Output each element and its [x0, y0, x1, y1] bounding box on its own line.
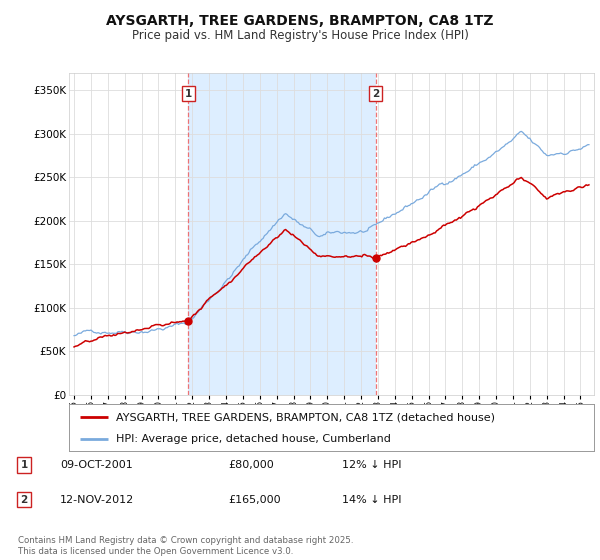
Text: HPI: Average price, detached house, Cumberland: HPI: Average price, detached house, Cumb…	[116, 434, 391, 444]
Text: £165,000: £165,000	[228, 494, 281, 505]
Text: 1: 1	[185, 88, 192, 99]
Text: AYSGARTH, TREE GARDENS, BRAMPTON, CA8 1TZ (detached house): AYSGARTH, TREE GARDENS, BRAMPTON, CA8 1T…	[116, 412, 495, 422]
Text: 1: 1	[20, 460, 28, 470]
Bar	[188, 73, 376, 395]
Text: 09-OCT-2001: 09-OCT-2001	[60, 460, 133, 470]
Text: £80,000: £80,000	[228, 460, 274, 470]
Text: Contains HM Land Registry data © Crown copyright and database right 2025.
This d: Contains HM Land Registry data © Crown c…	[18, 536, 353, 556]
Text: 12% ↓ HPI: 12% ↓ HPI	[342, 460, 401, 470]
Text: 12-NOV-2012: 12-NOV-2012	[60, 494, 134, 505]
Text: 2: 2	[372, 88, 379, 99]
Text: 2: 2	[20, 494, 28, 505]
Text: 14% ↓ HPI: 14% ↓ HPI	[342, 494, 401, 505]
Text: AYSGARTH, TREE GARDENS, BRAMPTON, CA8 1TZ: AYSGARTH, TREE GARDENS, BRAMPTON, CA8 1T…	[106, 14, 494, 28]
Text: Price paid vs. HM Land Registry's House Price Index (HPI): Price paid vs. HM Land Registry's House …	[131, 29, 469, 42]
